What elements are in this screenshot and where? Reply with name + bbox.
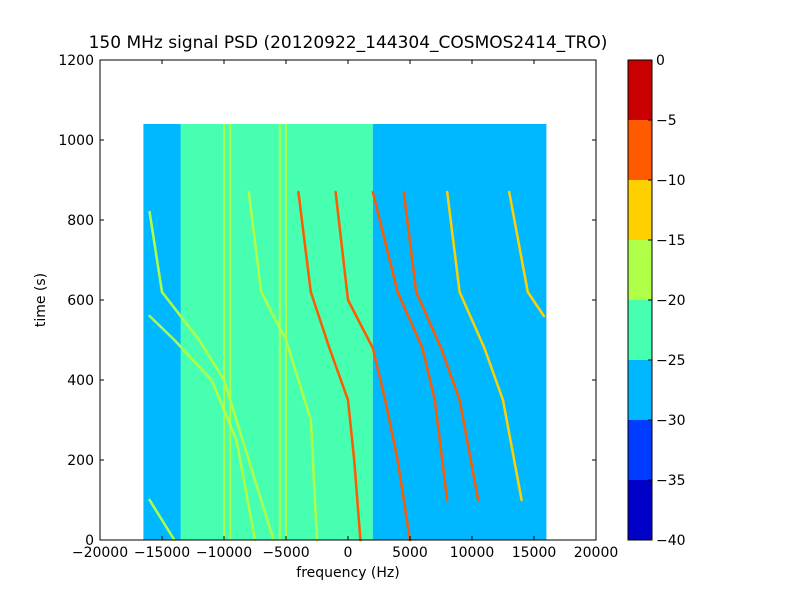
doppler-track (507, 190, 546, 318)
colorbar-bin (628, 240, 652, 300)
doppler-track (445, 190, 523, 502)
y-tick-label: 1000 (58, 133, 94, 149)
doppler-track (402, 190, 480, 502)
heatmap-layer (143, 124, 547, 542)
x-tick-label: 15000 (512, 545, 557, 561)
colorbar-bin (628, 420, 652, 480)
x-tick-label: −15000 (134, 545, 190, 561)
doppler-track (148, 210, 275, 542)
x-tick-label: −5000 (262, 545, 309, 561)
colorbar-tick-label: −5 (656, 113, 677, 129)
x-tick-label: 5000 (392, 545, 428, 561)
y-tick-label: 800 (67, 213, 94, 229)
doppler-track (371, 190, 449, 502)
colorbar-bin (628, 120, 652, 180)
plot-frame (99, 59, 597, 541)
heatmap-region (372, 124, 547, 540)
doppler-track (334, 190, 412, 542)
colorbar: 0 −5 −10 −15 −20 −25 −30 −35 −40 (627, 53, 686, 549)
doppler-track (148, 498, 176, 542)
colorbar-bin (628, 300, 652, 360)
colorbar-bin (628, 60, 652, 120)
colorbar-tick-label: −35 (656, 473, 686, 489)
colorbar-bin (628, 360, 652, 420)
x-tick-label: 20000 (574, 545, 619, 561)
doppler-track (297, 190, 362, 542)
x-axis-label: frequency (Hz) (296, 565, 399, 581)
heatmap-region (180, 124, 373, 540)
x-tick-label: 0 (344, 545, 353, 561)
colorbar-tick-label: 0 (656, 53, 665, 69)
colorbar-tick-label: −10 (656, 173, 686, 189)
y-tick-label: 600 (67, 293, 94, 309)
colorbar-tick-label: −25 (656, 353, 686, 369)
doppler-track (148, 314, 257, 542)
y-tick-label: 200 (67, 453, 94, 469)
chart-title: 150 MHz signal PSD (20120922_144304_COSM… (89, 33, 608, 53)
x-tick-label: −10000 (196, 545, 252, 561)
y-axis-label: time (s) (33, 273, 49, 327)
colorbar-tick-label: −40 (656, 533, 686, 549)
y-tick-label: 0 (85, 533, 94, 549)
colorbar-bin (628, 180, 652, 240)
x-axis-ticks: −20000 −15000 −10000 −5000 0 5000 10000 15000 20… (72, 60, 618, 561)
colorbar-tick-label: −20 (656, 293, 686, 309)
x-tick-label: 10000 (450, 545, 495, 561)
doppler-track (247, 190, 319, 542)
colorbar-tick-label: −15 (656, 233, 686, 249)
x-tick-label: −20000 (72, 545, 128, 561)
y-tick-label: 400 (67, 373, 94, 389)
colorbar-bin (628, 480, 652, 540)
y-tick-label: 1200 (58, 53, 94, 69)
colorbar-tick-label: −30 (656, 413, 686, 429)
y-axis-ticks: 0 200 400 600 800 1000 1200 (58, 53, 596, 549)
